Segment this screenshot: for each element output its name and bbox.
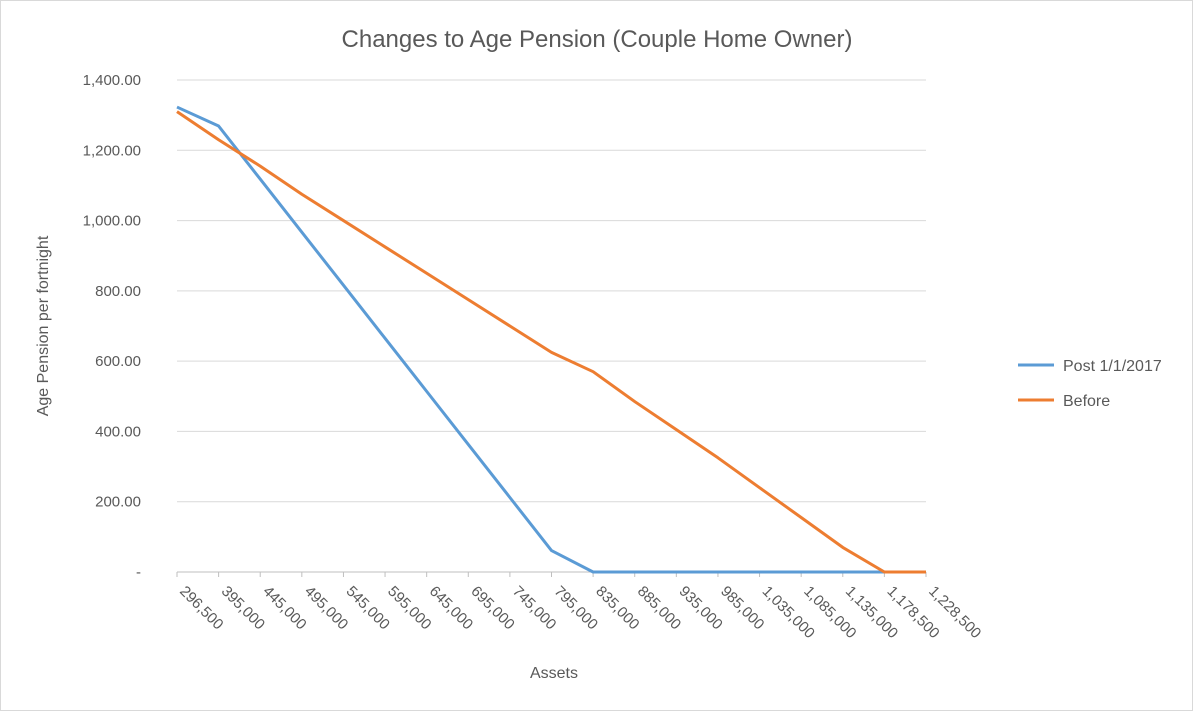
y-tick-label: 1,200.00 (83, 142, 141, 159)
y-tick-label: 1,400.00 (83, 72, 141, 89)
chart-title: Changes to Age Pension (Couple Home Owne… (342, 26, 853, 53)
x-tick-label: 645,000 (426, 583, 476, 633)
y-tick-label: 800.00 (95, 283, 141, 300)
y-axis-label: Age Pension per fortnight (35, 235, 52, 416)
x-tick-label: 745,000 (509, 583, 559, 633)
x-tick-label: 885,000 (634, 583, 684, 633)
x-tick-label: 695,000 (467, 583, 517, 633)
y-tick-label: 600.00 (95, 353, 141, 370)
x-tick-label: 545,000 (343, 583, 393, 633)
series-line-2 (176, 110, 926, 574)
y-tick-label: 400.00 (95, 423, 141, 440)
x-tick-label: 296,500 (176, 583, 226, 633)
x-axis-label: Assets (530, 665, 578, 682)
x-tick-label: 495,000 (301, 583, 351, 633)
x-tick-label: 595,000 (384, 583, 434, 633)
series-line-1 (176, 105, 926, 574)
legend-label: Post 1/1/2017 (1063, 358, 1162, 375)
y-tick-label: 200.00 (95, 494, 141, 511)
x-tick-label: 985,000 (717, 583, 767, 633)
y-tick-label: - (136, 564, 141, 581)
x-tick-label: 395,000 (218, 583, 268, 633)
x-tick-label: 935,000 (676, 583, 726, 633)
legend-label: Before (1063, 393, 1110, 410)
x-tick-label: 795,000 (551, 583, 601, 633)
x-tick-label: 445,000 (259, 583, 309, 633)
x-tick-label: 835,000 (592, 583, 642, 633)
y-tick-label: 1,000.00 (83, 213, 141, 230)
